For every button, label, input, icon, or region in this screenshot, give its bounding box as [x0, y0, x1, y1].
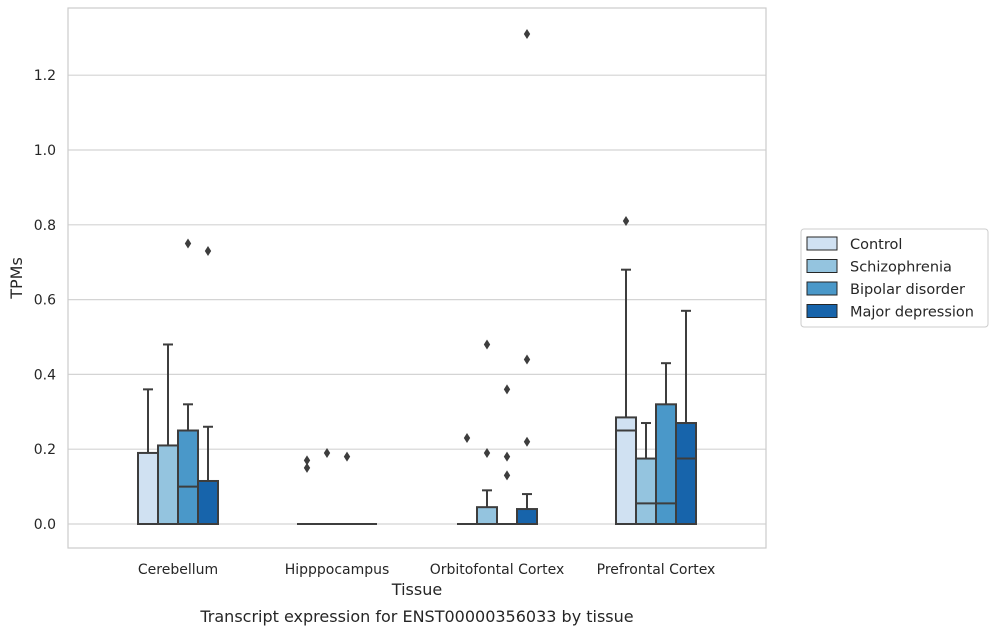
box-body: [516, 508, 538, 526]
y-tick-label: 0.0: [34, 517, 56, 533]
box-group: [457, 29, 538, 526]
chart-title: Transcript expression for ENST0000035603…: [199, 607, 633, 626]
outlier-point: [523, 29, 531, 40]
x-tick-label: Hipppocampus: [285, 562, 390, 578]
y-tick-label: 0.4: [34, 367, 56, 383]
box-schizophrenia: [317, 447, 337, 525]
box-body: [675, 422, 697, 525]
legend-label: Schizophrenia: [850, 260, 952, 276]
y-axis-ticks: 0.0 0.2 0.4 0.6 0.8 1.0 1.2: [34, 68, 56, 533]
outlier-point: [303, 462, 311, 473]
outlier-point: [622, 216, 630, 227]
outlier-point: [503, 384, 511, 395]
box-schizophrenia: [476, 339, 498, 526]
x-tick-label: Orbitofontal Cortex: [430, 562, 565, 578]
legend-label: Control: [850, 237, 902, 253]
box-groups: [137, 29, 697, 526]
box-body: [137, 451, 159, 525]
legend-swatch: [806, 281, 838, 296]
x-axis-label: Tissue: [391, 580, 442, 599]
box-schizophrenia: [635, 422, 657, 525]
box-group: [137, 238, 219, 525]
box-body: [157, 444, 179, 525]
outlier-point: [303, 455, 311, 466]
outlier-point: [343, 451, 351, 462]
legend-label: Major depression: [850, 305, 974, 321]
box-body: [615, 416, 637, 525]
outlier-point: [523, 354, 531, 365]
box-group: [615, 216, 697, 526]
y-tick-label: 1.0: [34, 143, 56, 159]
legend-swatch: [806, 236, 838, 251]
box-body: [655, 403, 677, 526]
box-body: [197, 479, 219, 525]
outlier-point: [323, 447, 331, 458]
outlier-point: [523, 436, 531, 447]
x-tick-label: Prefrontal Cortex: [597, 562, 716, 578]
box-body: [635, 457, 657, 525]
box-group: [297, 447, 377, 525]
box-control: [297, 455, 317, 525]
box-major-depression: [516, 29, 538, 526]
outlier-point: [204, 245, 212, 256]
x-axis-ticks: Cerebellum Hipppocampus Orbitofontal Corte…: [138, 562, 715, 578]
outlier-point: [483, 339, 491, 350]
outlier-point: [503, 451, 511, 462]
x-tick-label: Cerebellum: [138, 562, 218, 578]
box-body: [476, 506, 498, 526]
outlier-point: [184, 238, 192, 249]
box-control: [457, 432, 477, 525]
y-tick-label: 0.2: [34, 442, 56, 458]
legend: Control Schizophrenia Bipolar disorder Majo…: [800, 228, 989, 328]
box-control: [137, 388, 159, 525]
y-tick-label: 0.6: [34, 293, 56, 309]
legend-swatch: [806, 304, 838, 318]
outlier-point: [503, 470, 511, 481]
y-tick-label: 1.2: [34, 68, 56, 84]
box-bipolar-disorder: [497, 384, 517, 525]
box-major-depression: [675, 309, 697, 525]
legend-swatch: [806, 259, 838, 273]
plot-frame: [67, 7, 767, 549]
legend-frame: [800, 228, 989, 328]
box-major-depression: [197, 245, 219, 525]
box-bipolar-disorder: [337, 451, 357, 525]
outlier-point: [463, 432, 471, 443]
outlier-point: [483, 447, 491, 458]
y-axis-label: TPMs: [7, 257, 26, 300]
box-body: [177, 429, 199, 525]
box-bipolar-disorder: [177, 238, 199, 525]
y-tick-label: 0.8: [34, 218, 56, 234]
legend-label: Bipolar disorder: [850, 282, 965, 298]
